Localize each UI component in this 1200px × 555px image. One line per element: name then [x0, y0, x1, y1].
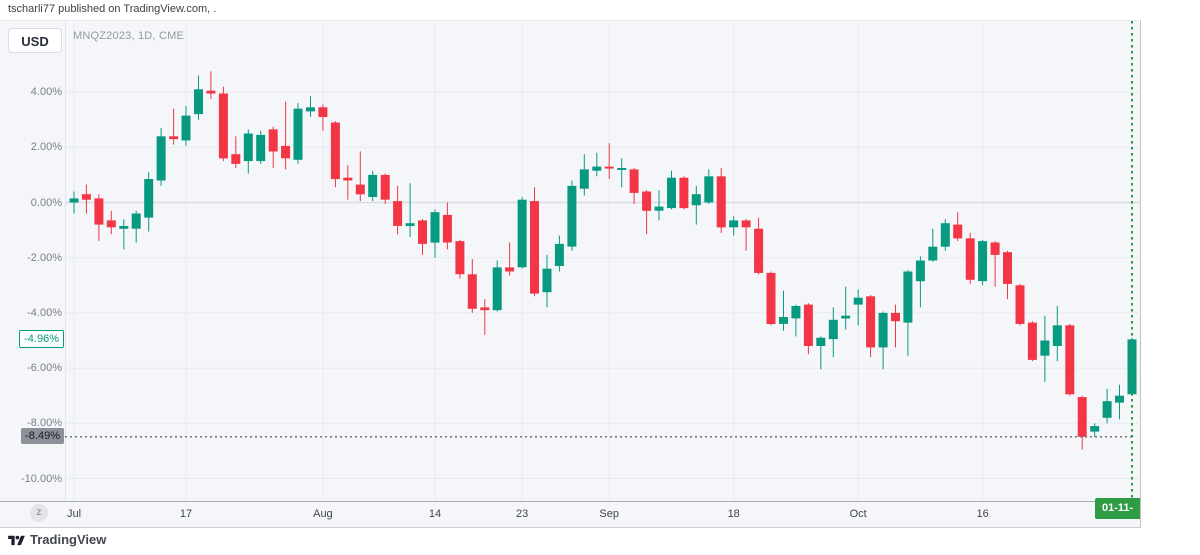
price-tick-label: -6.00% — [27, 362, 62, 375]
chart-pane[interactable] — [65, 21, 1141, 501]
time-tick-label: 18 — [727, 508, 740, 520]
time-tick-label: 17 — [179, 508, 193, 520]
price-tick-label: -10.00% — [21, 472, 62, 485]
tradingview-logo-icon — [8, 535, 25, 546]
time-tick-label: Jul — [66, 508, 82, 520]
price-axis[interactable]: 4.00% 2.00% 0.00% -2.00% -4.00% -6.00% -8.00% -… — [0, 21, 65, 501]
attribution-text: tscharli77 published on TradingView.com,… — [8, 3, 217, 15]
currency-usd-button[interactable]: USD — [8, 28, 62, 53]
time-tick-label: Oct — [849, 508, 867, 520]
zoom-out-button[interactable]: z — [30, 504, 48, 522]
time-axis[interactable]: Jul 17 Aug 14 23 Sep 18 Oct 16 — [0, 501, 1141, 528]
time-tick-label: 23 — [515, 508, 529, 520]
price-tick-label: -2.00% — [27, 251, 62, 264]
time-tick-label: 14 — [428, 508, 442, 520]
price-axis-separator — [65, 21, 66, 501]
symbol-title: MNQZ2023, 1D, CME — [73, 30, 184, 42]
prev-close-label: -8.49% — [21, 427, 64, 444]
price-tick-label: 0.00% — [30, 196, 62, 209]
current-date-label: 01-11- — [1095, 498, 1140, 519]
price-tick-label: -8.00% — [27, 417, 62, 430]
candles — [69, 71, 1137, 450]
tradingview-logo-text: TradingView — [30, 532, 107, 547]
gridlines — [65, 21, 1141, 501]
price-tick-label: -4.00% — [27, 306, 62, 319]
price-tick-label: 4.00% — [30, 86, 62, 99]
tradingview-logo[interactable]: TradingView — [8, 532, 106, 547]
time-tick-label: Aug — [313, 508, 333, 520]
time-tick-label: 16 — [976, 508, 989, 520]
time-tick-label: Sep — [599, 508, 619, 520]
price-tick-label: 2.00% — [30, 141, 62, 154]
chart-widget: 4.00% 2.00% 0.00% -2.00% -4.00% -6.00% -8.00% -… — [0, 20, 1141, 528]
last-price-label: -4.96% — [19, 330, 64, 349]
